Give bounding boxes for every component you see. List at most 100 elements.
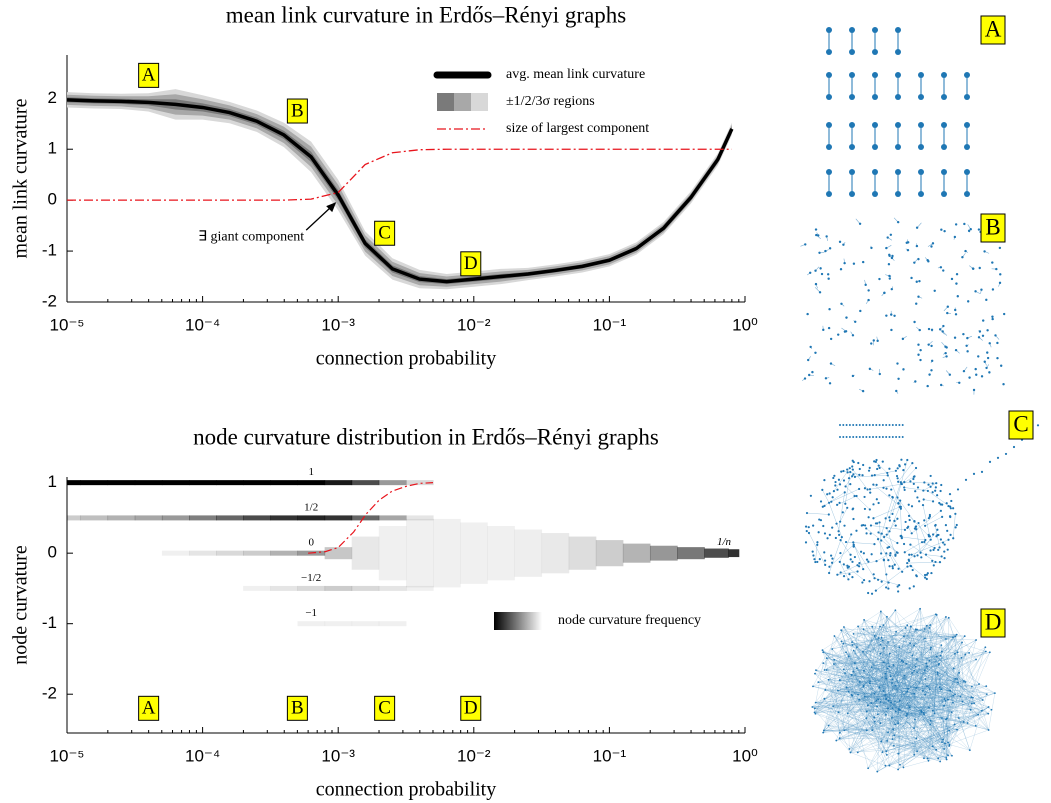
node bbox=[971, 703, 973, 705]
node bbox=[947, 549, 949, 551]
node bbox=[879, 467, 881, 469]
edge bbox=[910, 545, 935, 562]
node bbox=[846, 436, 848, 438]
edge bbox=[953, 514, 955, 538]
edge bbox=[807, 273, 810, 275]
node bbox=[849, 436, 851, 438]
node bbox=[872, 144, 878, 150]
marker-label: D bbox=[464, 253, 478, 274]
node bbox=[909, 565, 911, 567]
node bbox=[873, 543, 875, 545]
node bbox=[908, 560, 910, 562]
node bbox=[882, 424, 884, 426]
node bbox=[932, 500, 934, 502]
node bbox=[940, 484, 942, 486]
node bbox=[906, 562, 908, 564]
node bbox=[857, 752, 859, 754]
node bbox=[929, 514, 931, 516]
node bbox=[818, 531, 820, 533]
chart-title: mean link curvature in Erdős–Rényi graph… bbox=[226, 2, 627, 27]
heat-cell bbox=[298, 515, 326, 520]
x-axis-label: connection probability bbox=[316, 348, 497, 370]
node bbox=[914, 490, 916, 492]
node bbox=[897, 590, 899, 592]
node bbox=[850, 558, 852, 560]
node bbox=[858, 562, 860, 564]
node bbox=[884, 694, 886, 696]
node bbox=[901, 537, 903, 539]
heat-cell bbox=[243, 515, 271, 520]
node bbox=[904, 529, 906, 531]
node bbox=[872, 72, 878, 78]
node bbox=[887, 581, 889, 583]
node bbox=[891, 565, 893, 567]
node bbox=[816, 561, 818, 563]
heat-cell bbox=[216, 480, 244, 485]
node bbox=[891, 717, 893, 719]
heat-cell bbox=[270, 551, 298, 556]
edge bbox=[943, 331, 947, 335]
node bbox=[912, 478, 914, 480]
node bbox=[886, 740, 888, 742]
node bbox=[989, 651, 991, 653]
node bbox=[898, 584, 900, 586]
heat-cell bbox=[189, 515, 217, 520]
legend-swatch bbox=[494, 612, 542, 630]
node bbox=[898, 646, 900, 648]
node bbox=[947, 742, 949, 744]
node bbox=[918, 500, 920, 502]
node bbox=[969, 749, 971, 751]
node bbox=[925, 663, 927, 665]
node bbox=[904, 551, 906, 553]
node bbox=[839, 737, 841, 739]
node bbox=[862, 651, 864, 653]
node bbox=[848, 573, 850, 575]
heat-cell bbox=[325, 586, 353, 591]
node bbox=[869, 467, 871, 469]
edge bbox=[846, 542, 874, 544]
node bbox=[920, 710, 922, 712]
heat-cell bbox=[80, 515, 108, 520]
node bbox=[897, 481, 899, 483]
node bbox=[872, 27, 878, 33]
node bbox=[923, 712, 925, 714]
node bbox=[878, 278, 880, 280]
node bbox=[842, 436, 844, 438]
node bbox=[893, 734, 895, 736]
node bbox=[943, 705, 945, 707]
node bbox=[942, 739, 944, 741]
edge bbox=[922, 542, 935, 548]
node bbox=[893, 520, 895, 522]
heat-cell bbox=[379, 480, 407, 485]
legend-label: ±1/2/3σ regions bbox=[506, 94, 595, 109]
node bbox=[934, 490, 936, 492]
node bbox=[826, 657, 828, 659]
node bbox=[900, 508, 902, 510]
node bbox=[949, 506, 951, 508]
node bbox=[922, 690, 924, 692]
node bbox=[849, 49, 855, 55]
node bbox=[955, 282, 957, 284]
node bbox=[906, 713, 908, 715]
marker-label: D bbox=[464, 698, 478, 719]
node bbox=[828, 327, 830, 329]
edge bbox=[886, 245, 891, 248]
node bbox=[939, 490, 941, 492]
heat-cell bbox=[352, 537, 380, 570]
node bbox=[856, 570, 858, 572]
node bbox=[913, 555, 915, 557]
node bbox=[895, 711, 897, 713]
node bbox=[897, 568, 899, 570]
node bbox=[952, 695, 954, 697]
heat-cell bbox=[162, 551, 190, 556]
node bbox=[957, 682, 959, 684]
node bbox=[900, 506, 902, 508]
node bbox=[937, 673, 939, 675]
node bbox=[956, 273, 958, 275]
node bbox=[946, 530, 948, 532]
node bbox=[941, 651, 943, 653]
edge bbox=[902, 537, 926, 540]
node bbox=[822, 732, 824, 734]
series-line bbox=[67, 149, 732, 200]
node bbox=[902, 424, 904, 426]
